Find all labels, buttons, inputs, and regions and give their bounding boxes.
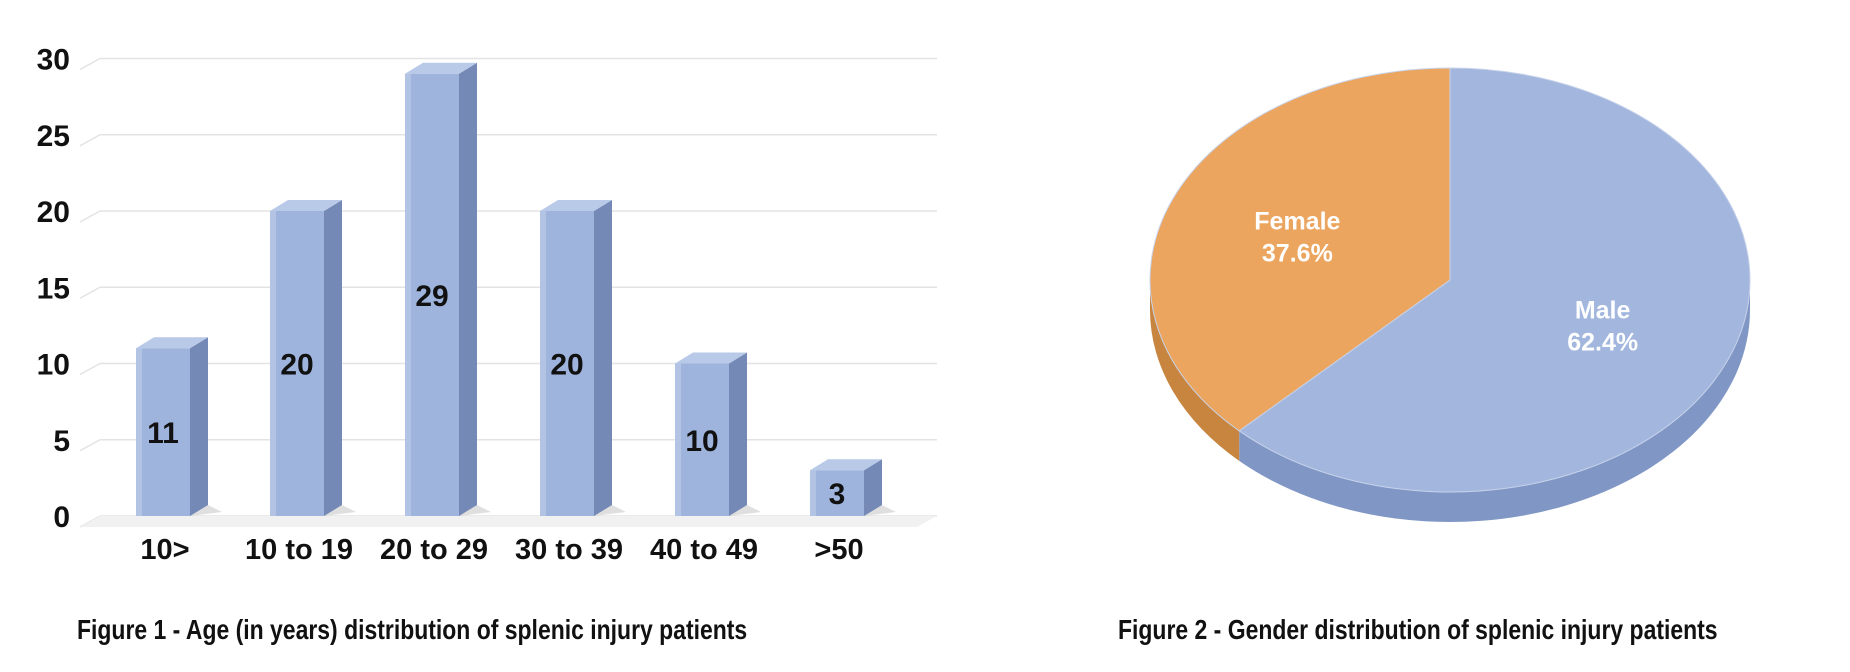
- pie-wall-female: [1150, 280, 1240, 461]
- y-tick-label: 20: [37, 196, 70, 229]
- x-category-label: 10>: [140, 534, 189, 566]
- bar-front: [136, 348, 190, 516]
- bar-top: [136, 337, 208, 349]
- bar-highlight: [270, 211, 276, 516]
- x-category-label: 10 to 19: [245, 534, 353, 566]
- bar-grid: [79, 57, 937, 528]
- bar-front: [675, 363, 729, 516]
- grid-line-depth: [79, 134, 101, 147]
- bar-front: [540, 211, 594, 516]
- pie-chart: Male 62.4% Female 37.6%: [1149, 67, 1751, 522]
- bar-5: 3: [810, 459, 896, 516]
- bar-1: 20: [270, 200, 356, 516]
- chart-floor: [80, 516, 937, 527]
- bar-top: [675, 352, 747, 364]
- x-category-label: 30 to 39: [515, 534, 623, 566]
- pie-label-male: Male: [1575, 296, 1631, 324]
- bar-highlight: [540, 211, 546, 516]
- grid-line-depth: [79, 210, 101, 223]
- bar-top: [270, 200, 342, 211]
- y-tick-label: 0: [53, 501, 70, 534]
- y-tick-label: 30: [37, 44, 70, 77]
- pie-slices: Male 62.4% Female 37.6%: [1149, 67, 1751, 522]
- bars: 11 20 29 20 10 3: [136, 62, 896, 516]
- grid-line-depth: [79, 57, 101, 71]
- x-category-label: 20 to 29: [380, 534, 488, 566]
- bar-side: [190, 337, 208, 516]
- y-tick-label: 5: [53, 425, 70, 458]
- data-label: 3: [829, 478, 846, 511]
- data-label: 29: [415, 280, 448, 313]
- bar-side: [864, 459, 882, 516]
- bar-top: [540, 200, 612, 211]
- figure-2-caption: Figure 2 - Gender distribution of spleni…: [1118, 614, 1718, 645]
- x-axis-categories: 10> 10 to 19 20 to 29 30 to 39 40 to 49 >50: [140, 534, 863, 566]
- bar-side: [594, 200, 612, 516]
- bar-highlight: [405, 73, 411, 516]
- data-label: 10: [685, 425, 718, 458]
- pie-wall-male: [1239, 280, 1750, 522]
- pie-value-male: 62.4%: [1567, 328, 1638, 356]
- y-tick-label: 25: [37, 120, 70, 153]
- pie-label-female: Female: [1254, 208, 1340, 236]
- pie-slice-female: [1149, 67, 1451, 432]
- grid-line-depth: [79, 439, 101, 452]
- bar-front: [405, 73, 459, 516]
- bar-top: [405, 62, 477, 74]
- data-label: 20: [550, 349, 583, 382]
- bar-highlight: [810, 470, 816, 516]
- bar-side: [324, 200, 342, 516]
- pie-slice-male: [1238, 67, 1751, 493]
- bar-0: 11: [136, 337, 222, 516]
- grid-line-depth: [79, 362, 101, 376]
- bar-2: 29: [405, 62, 491, 516]
- bar-highlight: [675, 363, 681, 516]
- figure-1-caption: Figure 1 - Age (in years) distribution o…: [77, 614, 748, 645]
- y-axis-ticks: 0 5 10 15 20 25 30: [37, 44, 70, 535]
- bar-front: [270, 211, 324, 516]
- x-category-label: >50: [814, 534, 863, 566]
- bar-highlight: [136, 348, 142, 516]
- grid-line-depth: [79, 286, 101, 299]
- data-label: 11: [147, 417, 179, 450]
- pie-value-female: 37.6%: [1262, 240, 1333, 268]
- bar-3: 20: [540, 200, 626, 516]
- bar-side: [459, 62, 477, 516]
- bar-top: [810, 459, 882, 471]
- bar-4: 10: [675, 352, 761, 516]
- y-tick-label: 15: [37, 272, 70, 305]
- data-label: 20: [280, 349, 313, 382]
- bar-chart: 0 5 10 15 20 25 30 11 20 29 20 10 3 10> 10 to 19 20 t…: [37, 44, 937, 566]
- x-category-label: 40 to 49: [650, 534, 758, 566]
- bar-side: [729, 352, 747, 516]
- y-tick-label: 10: [37, 349, 70, 382]
- bar-front: [810, 470, 864, 516]
